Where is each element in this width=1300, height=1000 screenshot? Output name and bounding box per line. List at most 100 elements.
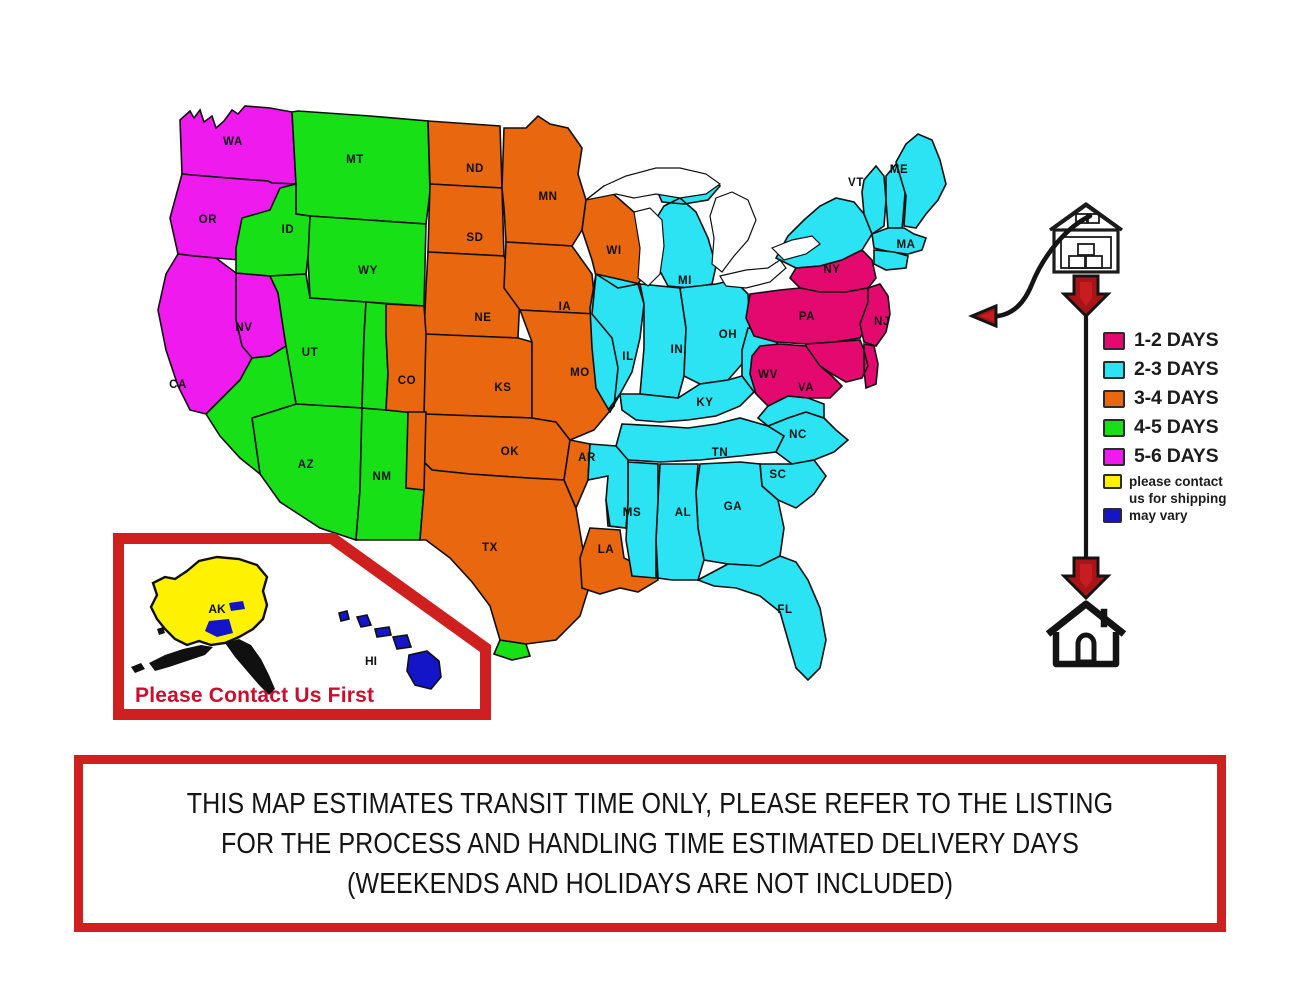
- state-ar-west-strip: [564, 440, 590, 508]
- state-label-group: WA OR CA NV ID MT WY UT AZ NM CO ND SD NE KS OK TX MN IA MO…: [169, 136, 915, 616]
- arrow-down-icon-top: [1060, 274, 1112, 319]
- state-label-nj: NJ: [874, 316, 890, 328]
- inset-label-ak: AK: [208, 602, 226, 616]
- state-label-mt: MT: [346, 154, 364, 166]
- state-label-mo: MO: [570, 367, 590, 379]
- state-label-fl: FL: [777, 604, 792, 616]
- inset-svg: AK HI: [113, 533, 491, 720]
- state-label-id: ID: [282, 224, 295, 236]
- state-label-tx: TX: [482, 542, 498, 554]
- state-label-nv: NV: [235, 322, 252, 334]
- state-label-al: AL: [675, 507, 692, 519]
- state-label-ms: MS: [623, 507, 641, 519]
- state-label-va: VA: [798, 382, 814, 394]
- legend-label-5-6-days: 5-6 DAYS: [1134, 444, 1219, 467]
- state-label-ia: IA: [559, 301, 572, 313]
- state-label-nd: ND: [466, 163, 484, 175]
- legend-label-2-3-days: 2-3 DAYS: [1134, 357, 1219, 380]
- hi-island-maui: [391, 634, 413, 650]
- state-in: [640, 284, 686, 398]
- inset-label-group: AK HI: [208, 602, 377, 668]
- state-label-wv: WV: [758, 369, 778, 381]
- lake-huron-erie: [709, 191, 757, 273]
- state-label-nm: NM: [372, 471, 391, 483]
- state-va-north: [750, 344, 842, 406]
- state-wy: [308, 216, 426, 306]
- ak-islands-small: [131, 627, 165, 673]
- state-label-mi: MI: [678, 275, 692, 287]
- state-label-ne: NE: [474, 312, 491, 324]
- state-il: [590, 274, 644, 412]
- state-id: [236, 184, 310, 276]
- state-ny-south: [790, 250, 876, 292]
- state-co-east: [386, 304, 426, 414]
- lake-erie: [719, 259, 787, 289]
- state-label-ar: AR: [578, 452, 596, 464]
- state-ms-east: [626, 462, 658, 578]
- lake-ontario: [770, 235, 821, 261]
- state-mn: [502, 116, 586, 246]
- state-tx: [420, 462, 590, 644]
- state-nm-east-strip: [406, 412, 426, 490]
- ak-aleutians: [149, 645, 213, 671]
- state-ak: [149, 555, 269, 647]
- legend-item-may-vary: may vary: [1103, 508, 1283, 525]
- state-label-sd: SD: [466, 232, 483, 244]
- state-label-ma: MA: [896, 239, 915, 251]
- state-nd: [428, 121, 502, 188]
- state-ar: [588, 444, 628, 528]
- state-label-sc: SC: [769, 469, 786, 481]
- state-fl: [698, 556, 826, 680]
- state-la: [580, 528, 658, 594]
- legend-label-3-4-days: 3-4 DAYS: [1134, 386, 1219, 409]
- flow-svg: [1045, 202, 1127, 668]
- state-ca-south: [206, 346, 296, 474]
- shipping-flow-diagram: [1030, 192, 1150, 672]
- disclaimer-box: THIS MAP ESTIMATES TRANSIT TIME ONLY, PL…: [74, 755, 1226, 932]
- state-nj: [860, 284, 890, 346]
- state-me: [896, 134, 946, 228]
- us-transit-map: WA OR CA NV ID MT WY UT AZ NM CO ND SD NE KS OK TX MN IA MO…: [120, 88, 1060, 708]
- state-label-il: IL: [622, 351, 633, 363]
- swatch-2-3-days: [1103, 360, 1125, 379]
- hi-island-molokai: [374, 626, 392, 638]
- hi-island-oahu: [355, 614, 373, 628]
- state-label-ky: KY: [696, 397, 713, 409]
- ak-panhandle: [225, 639, 275, 695]
- warehouse-icon: [1049, 202, 1123, 274]
- zone-1-2-days-group: [746, 250, 890, 406]
- state-label-wa: WA: [223, 136, 243, 148]
- state-co-west: [362, 302, 388, 410]
- legend-item-please-contact: please contact: [1103, 474, 1283, 491]
- state-label-wi: WI: [606, 245, 621, 257]
- legend-label-1-2-days: 1-2 DAYS: [1134, 328, 1219, 351]
- swatch-1-2-days: [1103, 331, 1125, 350]
- arrow-down-icon-bottom: [1060, 556, 1112, 601]
- swatch-may-vary-blue: [1103, 508, 1122, 523]
- state-label-ga: GA: [724, 501, 742, 513]
- swatch-4-5-days: [1103, 418, 1125, 437]
- state-sd: [428, 184, 504, 256]
- legend-item-5-6-days: 5-6 DAYS: [1103, 442, 1283, 471]
- state-label-wy: WY: [358, 265, 378, 277]
- state-label-ca: CA: [169, 379, 187, 391]
- alaska-hawaii-inset: AK HI Please Contact Us First: [113, 533, 491, 720]
- state-ct-ri: [874, 250, 908, 270]
- legend-item-2-3-days: 2-3 DAYS: [1103, 355, 1283, 384]
- state-label-in: IN: [671, 344, 684, 356]
- state-label-la: LA: [598, 544, 615, 556]
- swatch-contact-yellow: [1103, 474, 1122, 489]
- legend-note-row-2: us for shipping: [1103, 491, 1283, 508]
- lake-superior: [585, 167, 722, 201]
- legend-label-4-5-days: 4-5 DAYS: [1134, 415, 1219, 438]
- zone-4-5-days-group: [206, 111, 530, 660]
- state-ks: [424, 334, 532, 418]
- legend-note-line-3: may vary: [1129, 508, 1188, 523]
- state-label-pa: PA: [799, 311, 815, 323]
- inset-caption: Please Contact Us First: [135, 684, 375, 707]
- state-label-az: AZ: [298, 459, 315, 471]
- state-label-mn: MN: [538, 191, 557, 203]
- hi-island-hawaii: [406, 650, 442, 690]
- state-hi: [338, 610, 442, 690]
